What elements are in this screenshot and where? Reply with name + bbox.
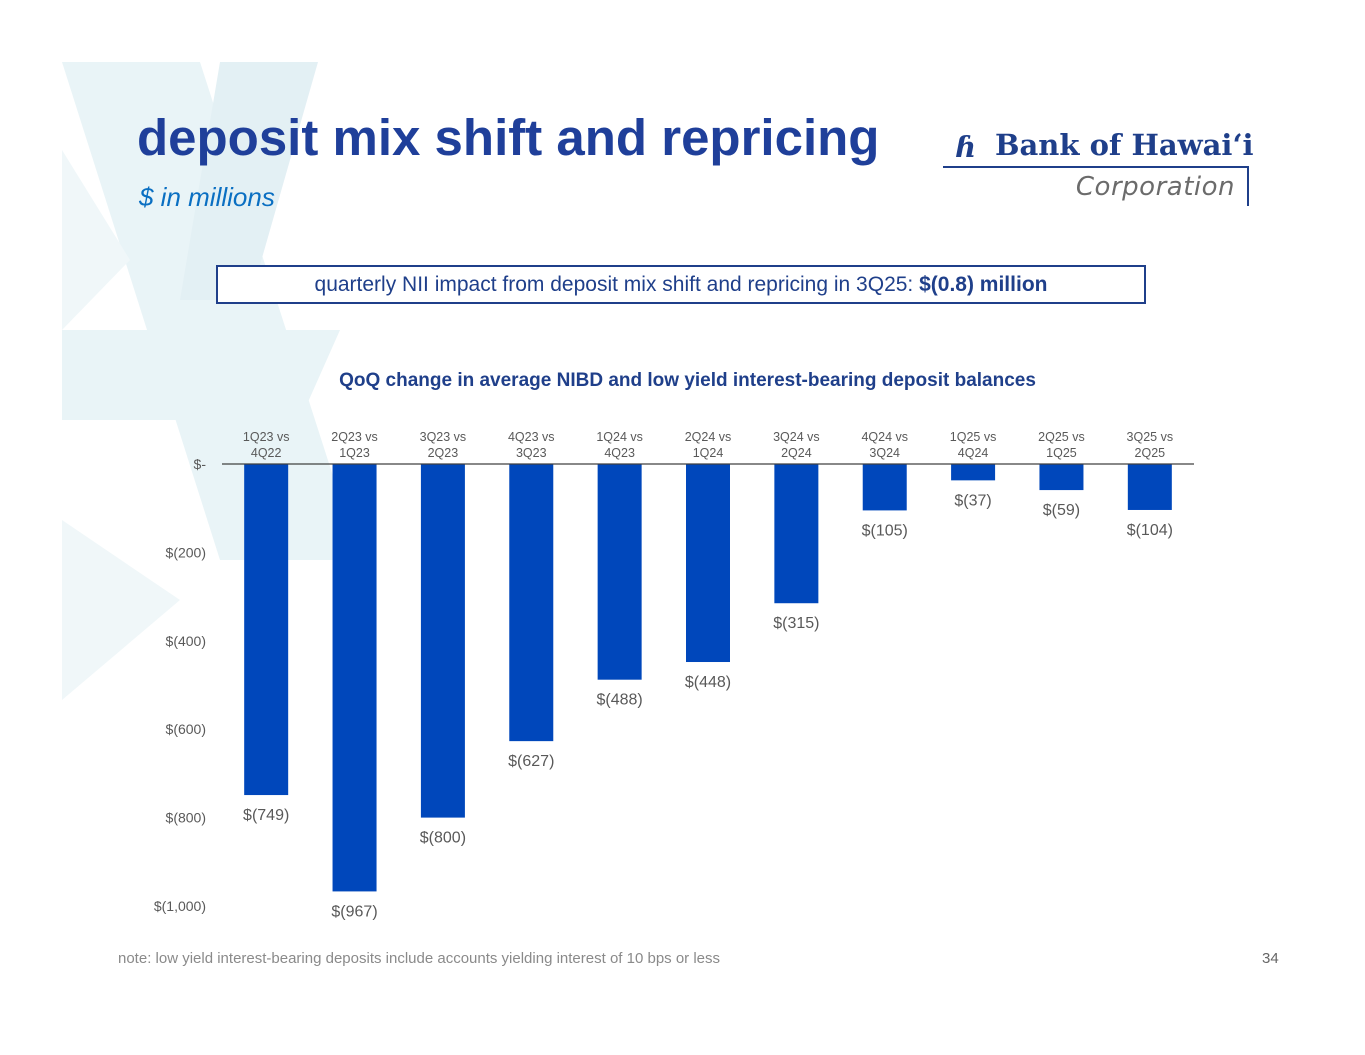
category-label: 2Q23 vs [331, 430, 378, 444]
data-label: $(59) [1043, 502, 1080, 519]
y-tick-label: $(400) [166, 633, 206, 649]
data-label: $(627) [508, 753, 554, 770]
chart-title: QoQ change in average NIBD and low yield… [339, 370, 1036, 391]
page-number: 34 [1262, 950, 1279, 967]
category-label: 1Q25 vs [950, 430, 997, 444]
bar [951, 464, 996, 481]
logo-mark: ɦ [955, 130, 977, 164]
page-title: deposit mix shift and repricing [137, 109, 880, 166]
category-label: 2Q24 vs [685, 430, 732, 444]
y-tick-label: $(1,000) [154, 898, 206, 914]
data-label: $(800) [420, 830, 466, 847]
category-label: 4Q24 vs [861, 430, 908, 444]
logo-divider-vertical [1247, 166, 1249, 206]
bar [686, 464, 730, 663]
data-label: $(315) [773, 615, 819, 632]
category-label: 1Q23 vs [243, 430, 290, 444]
data-label: $(448) [685, 674, 731, 691]
logo-subtitle: Corporation [1075, 172, 1235, 202]
y-tick-label: $(800) [166, 810, 206, 826]
watermark-logo [62, 62, 360, 700]
bar [420, 464, 465, 818]
callout-value: $(0.8) million [919, 273, 1048, 296]
bar [1039, 464, 1084, 491]
nii-impact-callout: quarterly NII impact from deposit mix sh… [216, 265, 1146, 304]
bar [1127, 464, 1172, 510]
bank-logo: ɦ Bank of Hawai‘i Corporation [943, 120, 1254, 210]
data-label: $(967) [331, 903, 377, 920]
category-label: 4Q24 [958, 446, 989, 460]
category-label: 3Q25 vs [1127, 430, 1174, 444]
bar [509, 464, 554, 742]
category-label: 2Q23 [428, 446, 459, 460]
data-label: $(488) [597, 692, 643, 709]
data-label: $(105) [862, 522, 908, 539]
category-label: 3Q24 [869, 446, 900, 460]
category-label: 4Q23 [604, 446, 635, 460]
category-label: 1Q23 [339, 446, 370, 460]
category-label: 3Q24 vs [773, 430, 820, 444]
bar [862, 464, 907, 511]
callout-text: quarterly NII impact from deposit mix sh… [314, 273, 920, 296]
bar [244, 464, 289, 796]
y-tick-label: $(200) [166, 544, 206, 560]
bar [597, 464, 642, 680]
category-label: 3Q23 [516, 446, 547, 460]
category-label: 1Q24 vs [596, 430, 643, 444]
category-label: 1Q24 [693, 446, 724, 460]
logo-divider [943, 166, 1249, 168]
footnote: note: low yield interest-bearing deposit… [118, 950, 721, 967]
y-tick-label: $(600) [166, 721, 206, 737]
category-label: 2Q25 [1135, 446, 1166, 460]
category-label: 2Q24 [781, 446, 812, 460]
logo-name: Bank of Hawai‘i [995, 128, 1254, 162]
category-label: 4Q23 vs [508, 430, 555, 444]
bar [774, 464, 819, 604]
page-subtitle: $ in millions [139, 182, 275, 212]
data-label: $(104) [1127, 522, 1173, 539]
data-label: $(37) [954, 492, 991, 509]
bar [332, 464, 377, 892]
category-label: 2Q25 vs [1038, 430, 1085, 444]
y-tick-label: $- [194, 456, 207, 472]
category-label: 1Q25 [1046, 446, 1077, 460]
category-label: 3Q23 vs [420, 430, 467, 444]
data-label: $(749) [243, 807, 289, 824]
category-label: 4Q22 [251, 446, 282, 460]
